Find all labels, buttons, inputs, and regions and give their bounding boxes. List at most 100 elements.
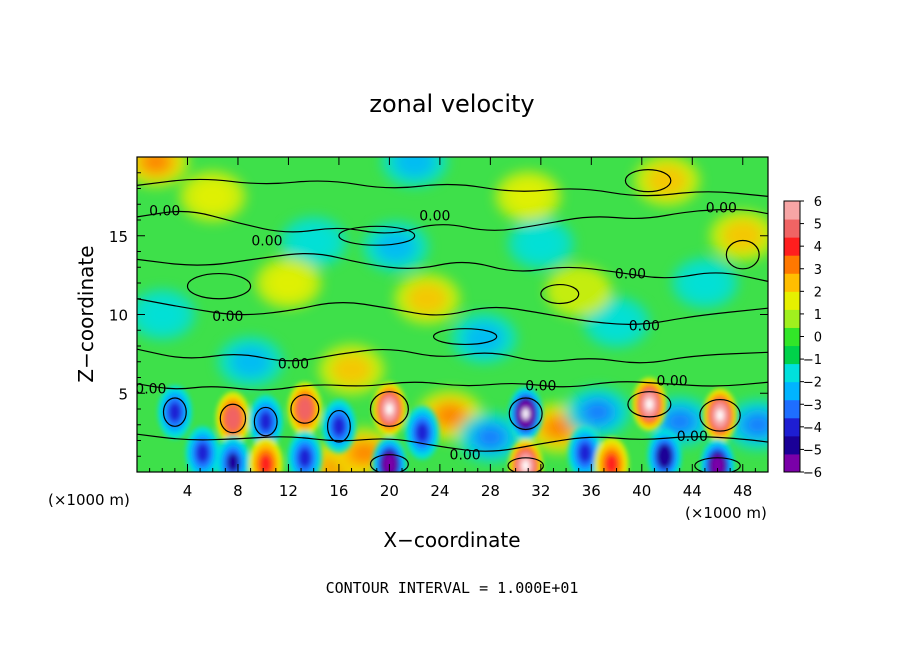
- contour-loop: [369, 391, 409, 427]
- contour-loop: [725, 239, 760, 270]
- colorbar-segment: [784, 201, 800, 220]
- field-blob: [268, 267, 309, 299]
- x-tick-label: 44: [683, 482, 702, 500]
- contour-loop: [540, 283, 580, 305]
- heatmap-field: 0.00 0.00 0.00 0.00 0.00 0.00 0.00 0.00 0.00 0.00…: [135, 157, 768, 472]
- colorbar-tick-label: −1: [803, 353, 822, 368]
- contour-label: 0.00: [615, 267, 646, 283]
- y-tick-label: 15: [109, 228, 128, 246]
- field-blob: [416, 423, 429, 442]
- field-blob: [645, 398, 653, 410]
- field-blob: [331, 354, 372, 386]
- field-blob: [332, 417, 345, 436]
- y-axis: 5 10 15: [109, 172, 768, 457]
- y-axis-label: Z−coordinate: [74, 245, 98, 382]
- y-tick-label: 10: [109, 307, 128, 325]
- colorbar: 6 5 4 3 2 1 0 −1 −2 −3 −4 −5 −6: [783, 195, 822, 481]
- contour-label: 0.00: [706, 200, 737, 216]
- colorbar-segment: [784, 417, 800, 437]
- colorbar-tick-label: 1: [814, 308, 822, 323]
- field-blob: [684, 267, 726, 299]
- x-tick-label: 20: [380, 482, 399, 500]
- contour-label: 0.00: [450, 448, 481, 464]
- contour-line: [137, 178, 768, 197]
- field-blob: [259, 454, 272, 472]
- colorbar-segment: [784, 327, 800, 347]
- field-blob: [713, 459, 722, 472]
- field-blob: [646, 165, 688, 197]
- field-blob: [226, 453, 239, 472]
- contour-label: 0.00: [657, 374, 688, 390]
- field-blob: [228, 410, 238, 427]
- colorbar-segment: [784, 291, 800, 310]
- contour-label: 0.00: [135, 382, 166, 398]
- contour-loop: [369, 454, 409, 472]
- contour-label: 0.00: [525, 378, 556, 394]
- x-tick-label: 48: [733, 482, 752, 500]
- field-blob: [605, 454, 618, 472]
- field-blob: [299, 401, 310, 417]
- colorbar-segment: [784, 309, 800, 328]
- colorbar-segment: [784, 255, 800, 274]
- colorbar-tick-label: 2: [814, 285, 822, 300]
- contour-label: 0.00: [212, 309, 243, 325]
- x-tick-label: 8: [233, 482, 243, 500]
- contour-loop: [508, 397, 543, 431]
- x-tick-label: 28: [481, 482, 500, 500]
- contour-loop: [699, 398, 741, 432]
- field-blob: [196, 443, 209, 463]
- contour-loop: [219, 403, 247, 434]
- contour-loop: [624, 169, 672, 193]
- contour-line: [137, 298, 768, 325]
- field-blob: [385, 403, 393, 415]
- field-blob: [394, 157, 435, 178]
- field-blob: [293, 226, 334, 258]
- contour-label: 0.00: [419, 208, 450, 224]
- field-blob: [522, 460, 530, 472]
- colorbar-tick-label: 3: [814, 263, 822, 278]
- contour-line: [137, 381, 768, 391]
- field-blob: [192, 180, 233, 212]
- colorbar-segment: [784, 435, 800, 455]
- field-blob: [298, 448, 311, 468]
- field-blob: [743, 413, 768, 436]
- field-blob: [583, 400, 613, 424]
- field-blob: [543, 416, 574, 440]
- contour-loop: [253, 406, 278, 437]
- x-axis: 4 8 12 16 20 24 28 32 36 40 44 48: [149, 157, 756, 500]
- field-blob: [522, 408, 530, 420]
- colorbar-tick-label: 4: [814, 240, 822, 255]
- field-blob: [665, 410, 695, 433]
- field-blob: [659, 448, 670, 464]
- colorbar-segment: [784, 219, 800, 238]
- field-blob: [596, 306, 637, 338]
- colorbar-tick-label: 0: [814, 331, 822, 346]
- contour-loop: [507, 457, 544, 472]
- chart-title: zonal velocity: [369, 90, 534, 118]
- contour-label: 0.00: [629, 319, 660, 335]
- field-blob: [508, 180, 549, 212]
- field-blob: [230, 346, 271, 378]
- colorbar-segment: [784, 363, 800, 383]
- contour-label: 0.00: [251, 233, 282, 249]
- contour-label: 0.00: [278, 356, 309, 372]
- field-blob: [579, 443, 591, 463]
- field-blob: [407, 283, 448, 315]
- contour-loop: [338, 225, 416, 246]
- contour-labels: 0.00 0.00 0.00 0.00 0.00 0.00 0.00 0.00 0.00 0.00…: [135, 200, 737, 464]
- colorbar-tick-label: −4: [803, 421, 822, 436]
- x-tick-label: 16: [329, 482, 348, 500]
- colorbar-tick-label: −2: [803, 376, 822, 391]
- field-blob: [375, 231, 416, 263]
- x-tick-label: 4: [183, 482, 193, 500]
- x-tick-label: 24: [430, 482, 449, 500]
- contour-interval-note: CONTOUR INTERVAL = 1.000E+01: [326, 579, 579, 597]
- field-blob: [463, 322, 505, 354]
- colorbar-segment: [784, 345, 800, 365]
- contour-loop: [290, 394, 320, 424]
- x-tick-label: 36: [582, 482, 601, 500]
- colorbar-segment: [784, 399, 800, 419]
- contour-lines: [137, 169, 768, 472]
- contour-loop: [186, 272, 252, 300]
